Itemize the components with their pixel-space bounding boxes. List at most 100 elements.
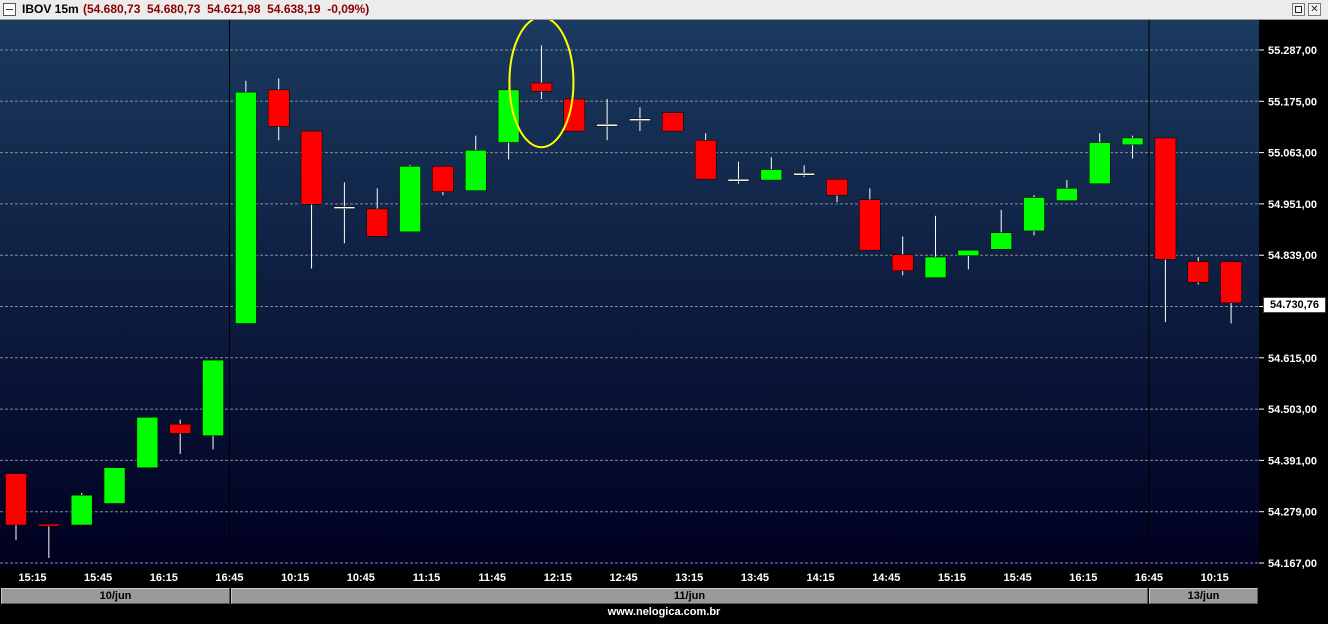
y-tick-label: 54.615,00: [1268, 353, 1317, 365]
candle: [1187, 257, 1209, 285]
candle: [399, 164, 421, 233]
x-tick-label: 13:15: [675, 572, 703, 584]
footer-url: www.nelogica.com.br: [607, 606, 721, 618]
candle-body: [1121, 137, 1144, 146]
plot-area: [0, 20, 1259, 568]
candle: [497, 88, 520, 160]
candle-body: [1220, 261, 1242, 304]
candle-body: [1023, 197, 1045, 232]
x-tick-label: 10:45: [347, 572, 375, 584]
candle: [662, 112, 684, 132]
candle: [563, 98, 586, 132]
highlight-ellipse: [508, 20, 575, 149]
candle-body: [1056, 188, 1078, 201]
candle: [891, 236, 914, 276]
chart-title: IBOV 15m: [22, 2, 79, 16]
candle-body: [333, 206, 356, 209]
candle: [760, 157, 783, 181]
candle-body: [300, 130, 323, 205]
candle-body: [267, 89, 290, 127]
x-tick-label: 15:15: [18, 572, 46, 584]
x-axis-area: [0, 568, 1328, 588]
candle-body: [1154, 137, 1177, 260]
candle: [1088, 133, 1111, 184]
candle-body: [990, 232, 1012, 250]
candle-body: [432, 166, 454, 192]
candle: [1220, 261, 1242, 324]
candle: [530, 45, 553, 100]
candle-body: [1187, 261, 1209, 283]
candle-body: [497, 89, 520, 143]
x-tick-label: 16:45: [215, 572, 243, 584]
candle: [432, 166, 454, 196]
candle-body: [399, 166, 421, 233]
x-tick-label: 11:15: [413, 572, 441, 584]
restore-icon[interactable]: [1292, 3, 1305, 16]
candle-body: [169, 423, 191, 434]
candle: [267, 78, 290, 141]
x-tick-label: 12:45: [609, 572, 637, 584]
candle: [1023, 195, 1045, 236]
candle-body: [596, 123, 618, 127]
candle-body: [662, 112, 684, 132]
candle: [465, 135, 487, 191]
candle: [694, 133, 717, 180]
candle-body: [530, 82, 553, 92]
x-tick-label: 15:45: [84, 572, 112, 584]
y-tick-label: 54.391,00: [1268, 455, 1317, 467]
x-tick-label: 16:15: [1069, 572, 1097, 584]
candle-body: [235, 91, 257, 324]
candle: [136, 417, 159, 468]
candle: [629, 107, 651, 132]
candle: [235, 80, 257, 324]
x-tick-label: 13:45: [741, 572, 769, 584]
candle-body: [891, 254, 914, 272]
y-tick-label: 55.063,00: [1268, 148, 1317, 160]
candle-body: [1088, 142, 1111, 184]
x-tick-label: 10:15: [281, 572, 309, 584]
y-axis-area: [1259, 20, 1328, 568]
candle-body: [465, 150, 487, 191]
candle-body: [760, 169, 783, 181]
candle: [1121, 135, 1144, 159]
candle: [5, 473, 27, 541]
x-tick-label: 11:45: [478, 572, 506, 584]
candle: [38, 523, 60, 558]
candle-body: [793, 172, 815, 176]
x-tick-label: 10:15: [1201, 572, 1229, 584]
x-tick-label: 14:45: [872, 572, 900, 584]
candle: [924, 215, 947, 278]
candle-body: [957, 249, 980, 256]
x-tick-label: 16:15: [150, 572, 178, 584]
quote-values: (54.680,73 54.680,73 54.621,98 54.638,19…: [83, 2, 370, 16]
candle-body: [202, 359, 224, 436]
candle: [169, 419, 191, 454]
current-price-tag: 54.730,76: [1263, 296, 1326, 313]
y-tick-label: 54.279,00: [1268, 507, 1317, 519]
x-tick-label: 12:15: [544, 572, 572, 584]
candlestick-chart: 55.287,00 55.175,00 55.063,00 54.951,00 54.8…: [0, 20, 1328, 588]
y-tick-label: 54.839,00: [1268, 250, 1317, 262]
candle-body: [826, 178, 848, 196]
close-icon[interactable]: ✕: [1308, 3, 1321, 16]
candle-body: [859, 199, 881, 251]
x-tick-label: 16:45: [1135, 572, 1163, 584]
candle: [727, 161, 750, 184]
candle-body: [924, 256, 947, 278]
candle: [300, 130, 323, 269]
candle: [202, 359, 224, 450]
candle-body: [103, 467, 126, 504]
candle: [990, 209, 1012, 250]
candle-body: [38, 523, 60, 527]
candle: [826, 178, 848, 203]
candle: [366, 188, 388, 237]
candle-body: [694, 139, 717, 180]
date-label-13-jun: 13/jun: [1149, 588, 1258, 604]
candle: [957, 249, 980, 270]
date-label-11-jun: 11/jun: [231, 588, 1148, 604]
candle-body: [5, 473, 27, 526]
candle: [793, 165, 815, 177]
x-tick-label: 15:45: [1004, 572, 1032, 584]
candle: [1154, 137, 1177, 323]
candle: [333, 182, 356, 244]
